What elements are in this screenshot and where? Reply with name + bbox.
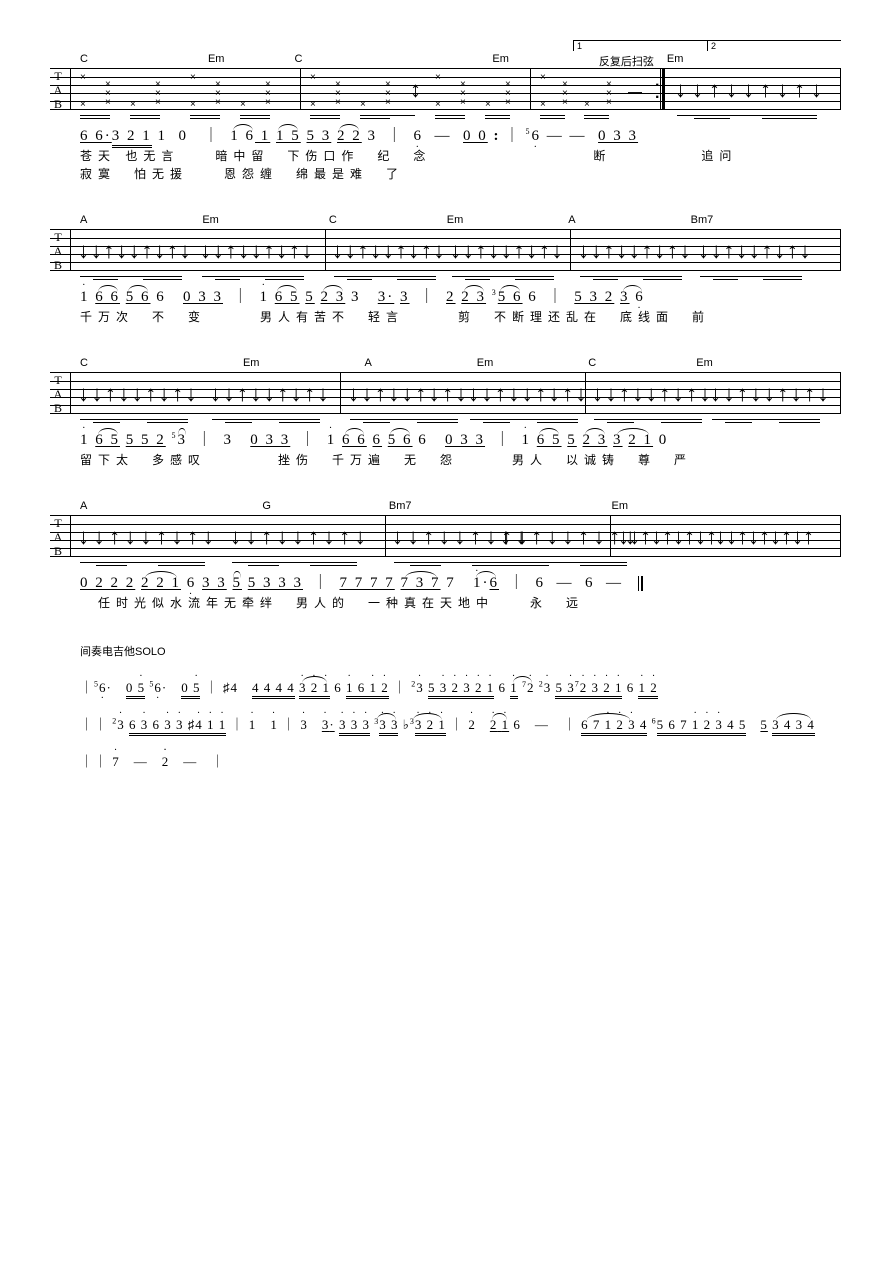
- chord-row: A Em C Em A Bm7: [50, 214, 841, 228]
- tab-staff: TAB ×× ××× × ××× ×× ××× × ××× ×× ××× × ×…: [50, 68, 841, 110]
- chord: C: [329, 214, 337, 228]
- chord: C: [80, 357, 88, 371]
- jianpu-row: 1 6 5 5 5 2 53 ｜ 3 0 3 3 ｜ 1 6 6 6 5 6 6…: [50, 428, 841, 449]
- solo-label: 间奏电吉他SOLO: [50, 643, 841, 659]
- chord: Em: [202, 214, 219, 228]
- chord: A: [568, 214, 575, 228]
- chord: Em: [492, 53, 509, 67]
- lyrics-2: 寂寞 怕无援 恩怨缠 绵最是难 了: [50, 165, 841, 182]
- lyrics-1: 留下太 多感叹 挫伤 千万遍 无 怨 男人 以诚铸 尊 严: [50, 451, 841, 468]
- chord: A: [80, 500, 87, 514]
- chord: Em: [667, 53, 684, 67]
- chord: C: [294, 53, 302, 67]
- system-2: A Em C Em A Bm7 TAB ↓↓↑↓↓↑↓↑↓↓↓↑↓↓↑↓↑↓↓↓…: [50, 214, 841, 327]
- tab-staff: TAB ↓↓↑↓↓↑↓↑↓↓↓↑↓↓↑↓↑↓↓↓↑↓↓↑↓↑↓↓↓↑↓↓↑↓↑↓…: [50, 515, 841, 557]
- chord: Bm7: [691, 214, 714, 228]
- solo-line-1: ｜56· 0 5 56· 0 5 ｜ ♯4 4 4 4 4 3 2 1 6 1 …: [50, 677, 841, 696]
- chord: G: [262, 500, 271, 514]
- lyrics-1: 千万次 不 变 男人有苦不 轻言 剪 不断理还乱在 底线面 前: [50, 308, 841, 325]
- jianpu-row: 0 2 2 2 2 2 1 6 3 3 5 5 3 3 3 ｜ 7 7 7 7 …: [50, 571, 841, 592]
- volta-brackets: 1 2: [50, 40, 841, 51]
- chord: C: [80, 53, 88, 67]
- jianpu-row: 6 6·3 2 1 1 0 ｜ 1 6 1 1 5 5 3 2 2 3 ｜ 6 …: [50, 124, 841, 145]
- chord: 反复后扫弦: [599, 53, 654, 67]
- tab-clef: TAB: [48, 69, 68, 111]
- tab-clef: TAB: [48, 230, 68, 272]
- chord: C: [588, 357, 596, 371]
- chord-row: A G Bm7 Em: [50, 500, 841, 514]
- solo-line-2: ｜｜ 23 6 3 6 3 3 ♯4 1 1 ｜ 1 1 ｜ 3 3· 3 3 …: [50, 714, 841, 733]
- chord: Em: [696, 357, 713, 371]
- chord-row: C Em A Em C Em: [50, 357, 841, 371]
- tab-clef: TAB: [48, 516, 68, 558]
- tab-staff: TAB ↓↓↑↓↓↑↓↑↓↓↓↑↓↓↑↓↑↓↓↓↑↓↓↑↓↑↓↓↓↑↓↓↑↓↑↓…: [50, 372, 841, 414]
- tab-staff: TAB ↓↓↑↓↓↑↓↑↓↓↓↑↓↓↑↓↑↓↓↓↑↓↓↑↓↑↓↓↓↑↓↓↑↓↑↓…: [50, 229, 841, 271]
- system-3: C Em A Em C Em TAB ↓↓↑↓↓↑↓↑↓↓↓↑↓↓↑↓↑↓↓↓↑…: [50, 357, 841, 470]
- lyrics-1: 苍天 也无言 暗中留 下伤口作 纪 念 断 追问: [50, 147, 841, 164]
- chord: Em: [447, 214, 464, 228]
- tab-clef: TAB: [48, 373, 68, 415]
- chord: A: [364, 357, 371, 371]
- lyrics-1: 任时光似水流年无牵绊 男人的 一种真在天地中 永 远: [50, 594, 841, 611]
- chord-row: C Em C Em 反复后扫弦 Em: [50, 53, 841, 67]
- chord: Em: [208, 53, 225, 67]
- chord: Em: [243, 357, 260, 371]
- ending-1: 1: [573, 40, 707, 51]
- chord: Em: [477, 357, 494, 371]
- chord: A: [80, 214, 87, 228]
- chord: Bm7: [389, 500, 412, 514]
- chord: Em: [612, 500, 629, 514]
- jianpu-row: 1 6 6 5 6 6 0 3 3 ｜ 1 6 5 5 2 3 3 3· 3 ｜…: [50, 285, 841, 306]
- solo-line-3: ｜｜ 7 — 2 — ｜: [50, 751, 841, 770]
- system-4: A G Bm7 Em TAB ↓↓↑↓↓↑↓↑↓↓↓↑↓↓↑↓↑↓↓↓↑↓↓↑↓…: [50, 500, 841, 613]
- system-1: C Em C Em 反复后扫弦 Em TAB ×× ××× × ××× ×× ×…: [50, 53, 841, 184]
- ending-2: 2: [707, 40, 841, 51]
